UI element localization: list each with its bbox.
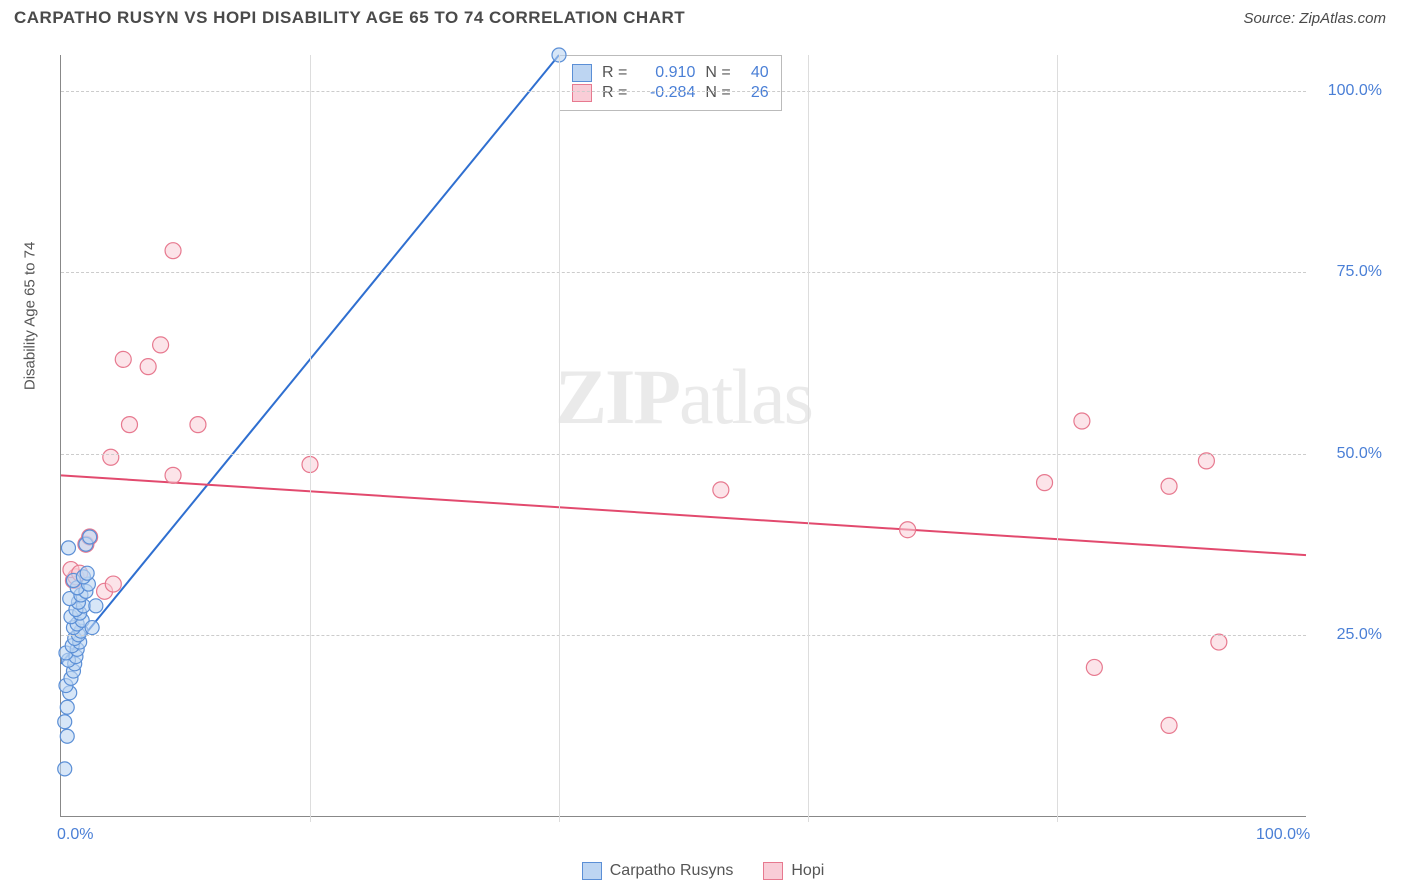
data-point [58,715,72,729]
data-point [1211,634,1227,650]
y-tick-label: 75.0% [1312,263,1382,281]
data-point [103,449,119,465]
legend-bottom: Carpatho Rusyns Hopi [0,862,1406,880]
data-point [1037,475,1053,491]
legend-label-b: Hopi [791,862,824,880]
y-axis-label: Disability Age 65 to 74 [22,242,39,390]
data-point [190,417,206,433]
data-point [105,576,121,592]
gridline-h [61,272,1306,273]
y-tick-label: 50.0% [1312,445,1382,463]
data-point [1161,478,1177,494]
data-point [60,729,74,743]
gridline-v [1057,55,1058,822]
data-point [1198,453,1214,469]
gridline-h [61,91,1306,92]
y-tick-label: 100.0% [1312,82,1382,100]
data-point [153,337,169,353]
plot-area: ZIPatlas R = 0.910 N = 40 R = -0.284 N =… [60,55,1306,817]
data-point [1086,659,1102,675]
legend-label-a: Carpatho Rusyns [610,862,734,880]
data-point [89,599,103,613]
chart-container: Disability Age 65 to 74 ZIPatlas R = 0.9… [40,40,1386,842]
data-point [900,522,916,538]
data-point [85,621,99,635]
data-point [140,359,156,375]
data-point [121,417,137,433]
legend-item-b: Hopi [763,862,824,880]
gridline-h [61,635,1306,636]
chart-title: CARPATHO RUSYN VS HOPI DISABILITY AGE 65… [14,8,685,28]
y-tick-label: 25.0% [1312,626,1382,644]
gridline-v [559,55,560,822]
data-point [1074,413,1090,429]
source-label: Source: ZipAtlas.com [1243,10,1386,27]
data-point [165,243,181,259]
data-point [713,482,729,498]
gridline-v [310,55,311,822]
plot-svg [61,55,1306,816]
legend-swatch-a [582,862,602,880]
data-point [1161,717,1177,733]
x-tick-label: 0.0% [57,826,93,844]
x-tick-label: 100.0% [1256,826,1310,844]
gridline-v [808,55,809,822]
gridline-h [61,454,1306,455]
data-point [80,566,94,580]
data-point [61,541,75,555]
legend-item-a: Carpatho Rusyns [582,862,734,880]
data-point [115,351,131,367]
data-point [83,530,97,544]
data-point [58,762,72,776]
trend-line [61,475,1306,555]
data-point [165,467,181,483]
legend-swatch-b [763,862,783,880]
data-point [60,700,74,714]
